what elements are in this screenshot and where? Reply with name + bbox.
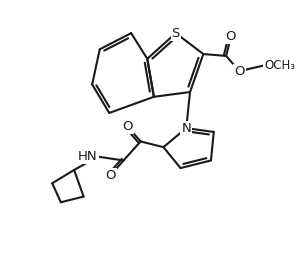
Text: S: S xyxy=(172,27,180,40)
Text: O: O xyxy=(105,169,115,182)
Text: O: O xyxy=(226,30,236,43)
Text: OCH₃: OCH₃ xyxy=(264,59,295,72)
Text: HN: HN xyxy=(78,150,98,163)
Text: O: O xyxy=(122,120,133,133)
Text: O: O xyxy=(234,65,245,78)
Text: N: N xyxy=(181,122,191,135)
